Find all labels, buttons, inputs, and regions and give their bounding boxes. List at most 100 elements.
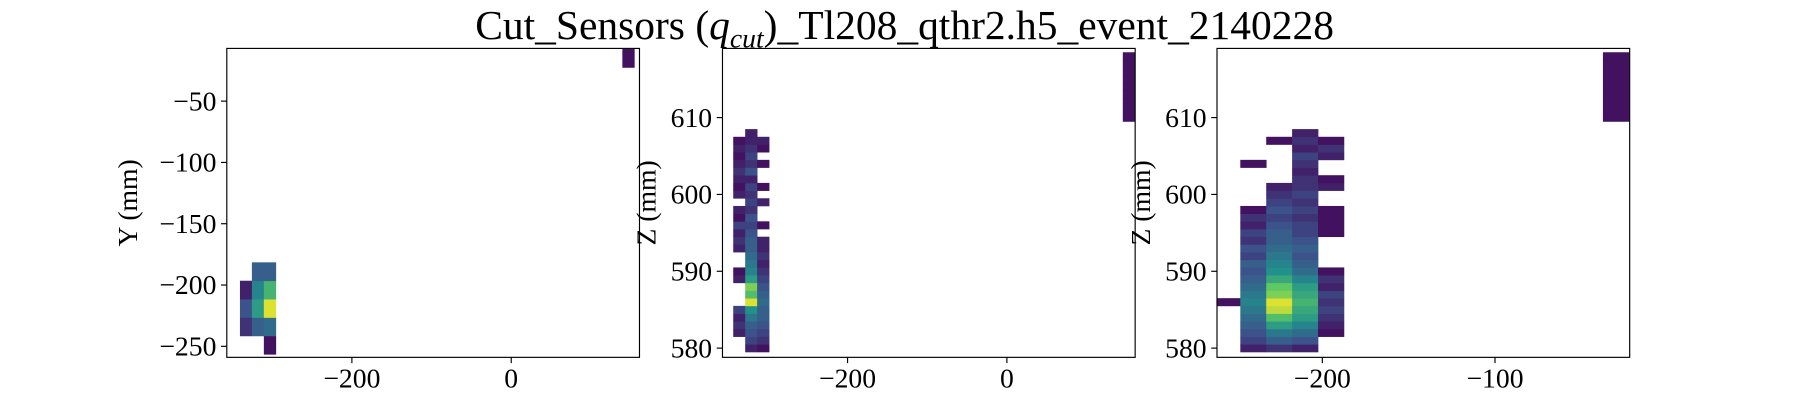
heatmap-cell (1292, 205, 1319, 214)
heatmap-cell (1266, 221, 1293, 230)
heatmap-cell (745, 275, 758, 284)
heatmap-cell (745, 152, 758, 161)
heatmap-cell (733, 175, 746, 184)
heatmap-cell (745, 344, 758, 353)
heatmap-cell (1292, 328, 1319, 337)
heatmap-cell (1318, 267, 1345, 276)
heatmap-cell (1292, 236, 1319, 245)
heatmap-cell (1318, 282, 1345, 291)
heatmap-cell (1266, 298, 1293, 307)
heatmap-cell (239, 299, 253, 318)
x-tick-label: −100 (1466, 362, 1523, 393)
heatmap-cell (745, 244, 758, 253)
heatmap-cell (1240, 221, 1267, 230)
heatmap-cell (733, 305, 746, 314)
cells (239, 49, 635, 355)
heatmap-cell (1318, 328, 1345, 337)
heatmap-cell (1318, 275, 1345, 284)
heatmap-cell (1122, 82, 1136, 92)
title-symbol: q (709, 2, 730, 48)
x-tick-label: 0 (1000, 362, 1014, 393)
heatmap-cell (1292, 344, 1319, 353)
heatmap-cell (251, 299, 265, 318)
heatmap-cell (263, 317, 277, 337)
heatmap-cell (733, 167, 746, 176)
heatmap-cell (1266, 236, 1293, 245)
heatmap-cell (745, 190, 758, 199)
heatmap-cell (757, 290, 770, 299)
heatmap-cell (1292, 321, 1319, 330)
heatmap-cell (1266, 344, 1293, 353)
heatmap-cell (1602, 90, 1630, 99)
heatmap-cell (1122, 113, 1136, 122)
heatmap-cell (745, 282, 758, 291)
heatmap-cell (1122, 52, 1136, 61)
figure-title: Cut_Sensors (qcut)_Tl208_qthr2.h5_event_… (475, 2, 1334, 53)
heatmap-cell (757, 182, 770, 191)
heatmap-cell (733, 328, 746, 337)
heatmap-cell (757, 344, 770, 353)
heatmap-cell (1318, 313, 1345, 322)
heatmap-cell (1602, 113, 1630, 122)
y-tick-label: 580 (671, 332, 712, 363)
heatmap-cell (1318, 205, 1345, 214)
cells (733, 52, 1136, 353)
heatmap-cell (1292, 136, 1319, 145)
heatmap-cell (757, 313, 770, 322)
y-tick-label: 590 (671, 255, 712, 286)
heatmap-cell (1602, 52, 1630, 61)
heatmap-cell (745, 236, 758, 245)
x-tick-label: −200 (323, 362, 380, 393)
heatmap-cell (1266, 305, 1293, 314)
y-axis-label: Z (mm) (1125, 160, 1156, 245)
heatmap-cell (251, 317, 265, 337)
heatmap-cell (1266, 205, 1293, 214)
heatmap-cell (1266, 275, 1293, 284)
heatmap-cell (1240, 252, 1267, 261)
heatmap-cell (1266, 136, 1293, 145)
heatmap-cell (1240, 159, 1267, 168)
y-axis-label: Y (mm) (112, 159, 143, 246)
heatmap-cell (745, 182, 758, 191)
heatmap-cell (1602, 75, 1630, 84)
heatmap-cell (733, 136, 746, 145)
heatmap-cell (745, 175, 758, 184)
heatmap-cell (1318, 321, 1345, 330)
y-axis-label: Z (mm) (631, 160, 662, 245)
axes-frame (721, 47, 1136, 358)
y-tick-label: −100 (159, 147, 216, 178)
heatmap-cell (1292, 182, 1319, 191)
heatmap-cell (1318, 213, 1345, 222)
heatmap-cell (1240, 328, 1267, 337)
heatmap-cell (239, 280, 253, 300)
subplot: −200 0 580 590 600 610 Z (mm) (631, 47, 1136, 393)
heatmap-cell (757, 282, 770, 291)
heatmap-cell (1266, 328, 1293, 337)
y-tick-label: −50 (173, 85, 216, 116)
heatmap-cell (733, 244, 746, 253)
heatmap-cell (1240, 321, 1267, 330)
heatmap-cell (1318, 144, 1345, 153)
heatmap-cell (1266, 198, 1293, 207)
heatmap-cell (757, 259, 770, 268)
heatmap-cell (1292, 129, 1319, 138)
heatmap-cell (1217, 298, 1241, 307)
heatmap-cell (1292, 152, 1319, 161)
y-tick-label: 590 (1165, 255, 1206, 286)
heatmap-cell (757, 221, 770, 230)
heatmap-cell (733, 321, 746, 330)
heatmap-cell (1292, 275, 1319, 284)
heatmap-cell (1602, 67, 1630, 76)
heatmap-cell (733, 221, 746, 230)
heatmap-cell (1266, 244, 1293, 253)
heatmap-cell (1240, 305, 1267, 314)
heatmap-cell (1318, 229, 1345, 238)
heatmap-cell (1602, 98, 1630, 107)
heatmap-cell (1266, 313, 1293, 322)
heatmap-cell (1240, 290, 1267, 299)
heatmap-cell (1292, 252, 1319, 261)
heatmap-cell (757, 159, 770, 168)
heatmap-cell (1266, 321, 1293, 330)
heatmap-cell (757, 236, 770, 245)
heatmap-cell (745, 221, 758, 230)
